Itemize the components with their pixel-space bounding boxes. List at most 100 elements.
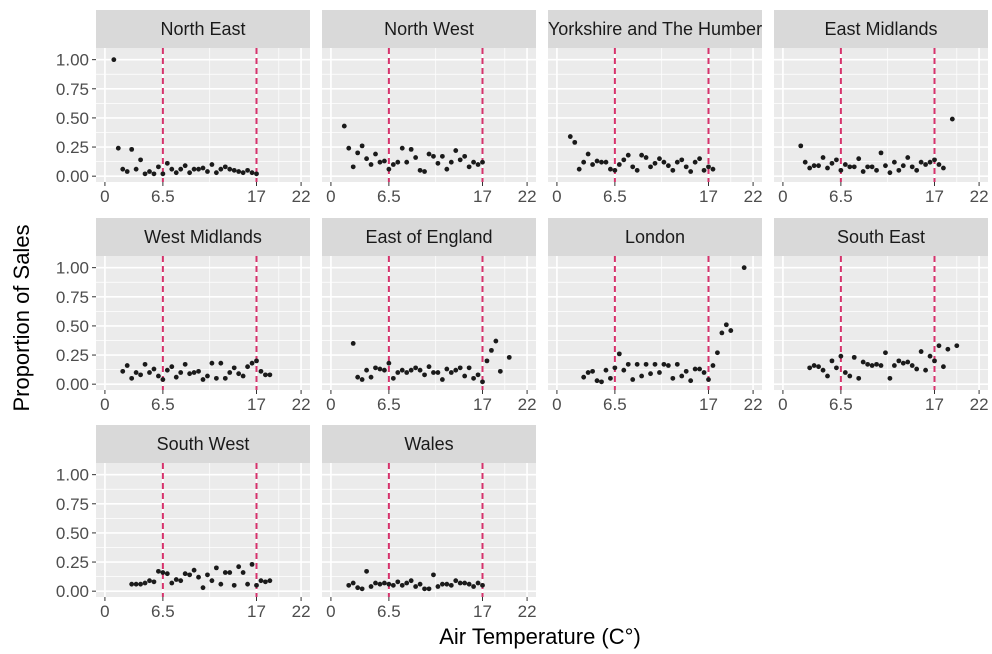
data-point <box>923 367 928 373</box>
data-point <box>581 159 587 165</box>
facet-panel: North West 0 6.5 17 22 <box>322 10 537 206</box>
x-tick-label: 22 <box>518 602 537 621</box>
y-tick-label: 1.00 <box>56 259 89 278</box>
data-point <box>382 580 387 586</box>
data-point <box>444 366 450 372</box>
data-point <box>692 366 698 372</box>
data-point <box>811 363 817 368</box>
data-point <box>439 581 445 587</box>
data-point <box>200 165 206 171</box>
data-point <box>222 164 228 170</box>
data-point <box>138 372 143 378</box>
facet-strip <box>548 218 762 256</box>
data-point <box>825 373 830 379</box>
data-point <box>408 578 414 584</box>
data-point <box>364 568 369 574</box>
data-point <box>399 367 405 373</box>
data-point <box>120 166 126 172</box>
data-point <box>142 361 148 367</box>
data-point <box>648 164 653 170</box>
data-point <box>254 171 259 177</box>
data-point <box>164 571 170 577</box>
data-point <box>124 169 130 174</box>
data-point <box>896 358 902 364</box>
data-point <box>581 374 587 380</box>
data-point <box>462 373 468 379</box>
data-point <box>364 156 369 162</box>
data-point <box>657 370 662 375</box>
data-point <box>359 586 365 592</box>
data-point <box>368 584 374 589</box>
x-tick-label: 0 <box>100 395 109 414</box>
data-point <box>706 377 711 382</box>
data-point <box>572 139 578 145</box>
x-tick-label: 0 <box>326 187 335 206</box>
y-tick-label: 1.00 <box>56 466 89 485</box>
data-point <box>909 363 915 368</box>
data-point <box>896 167 902 173</box>
facet-strip <box>774 10 988 48</box>
x-tick-label: 0 <box>552 395 561 414</box>
data-point <box>599 159 604 165</box>
x-tick-label: 22 <box>518 187 537 206</box>
data-point <box>245 581 250 587</box>
data-point <box>657 156 662 162</box>
data-point <box>874 361 879 367</box>
data-point <box>856 375 862 381</box>
data-point <box>471 159 476 165</box>
y-tick-label: 0.25 <box>56 138 89 157</box>
data-point <box>346 582 352 588</box>
facet-panel: West Midlands 0 6.5 17 22 0.00 0.25 0.50 0.75 1.0… <box>56 218 311 414</box>
data-point <box>466 581 472 587</box>
x-tick-label: 0 <box>552 187 561 206</box>
facet-title: East Midlands <box>824 19 937 39</box>
data-point <box>222 570 228 575</box>
data-point <box>205 169 210 174</box>
data-point <box>448 582 454 588</box>
data-point <box>156 373 161 379</box>
data-point <box>506 354 512 360</box>
data-point <box>444 166 450 172</box>
facet-strip <box>322 425 536 463</box>
data-point <box>231 582 237 588</box>
panel-background <box>96 463 310 597</box>
data-point <box>497 368 503 374</box>
data-point <box>816 364 821 370</box>
panel-background <box>774 48 988 182</box>
data-point <box>390 582 396 588</box>
x-tick-label: 0 <box>100 187 109 206</box>
x-tick-label: 17 <box>925 395 944 414</box>
data-point <box>364 367 369 373</box>
x-tick-label: 0 <box>778 187 787 206</box>
data-point <box>236 371 242 377</box>
facet-strip <box>96 218 310 256</box>
data-point <box>222 375 228 381</box>
y-tick-label: 0.00 <box>56 375 89 394</box>
data-point <box>860 359 866 365</box>
data-point <box>133 370 139 375</box>
data-point <box>590 368 595 374</box>
data-point <box>413 584 419 589</box>
data-point <box>612 365 618 371</box>
data-point <box>798 143 804 149</box>
facet-title: North East <box>160 19 245 39</box>
facet-panel: Wales 0 6.5 17 22 <box>322 425 537 621</box>
data-point <box>254 358 259 364</box>
facet-title: East of England <box>365 227 492 247</box>
data-point <box>133 581 139 587</box>
data-point <box>878 150 884 156</box>
data-point <box>187 572 193 578</box>
data-point <box>399 145 405 151</box>
data-point <box>674 361 680 367</box>
data-point <box>661 361 667 367</box>
data-point <box>373 580 378 586</box>
data-point <box>142 580 148 586</box>
data-point <box>173 170 179 176</box>
data-point <box>115 145 121 151</box>
data-point <box>147 578 152 584</box>
data-point <box>585 370 591 375</box>
y-tick-label: 0.00 <box>56 167 89 186</box>
data-point <box>811 163 817 169</box>
data-point <box>173 374 179 380</box>
facet-title: Wales <box>404 434 453 454</box>
